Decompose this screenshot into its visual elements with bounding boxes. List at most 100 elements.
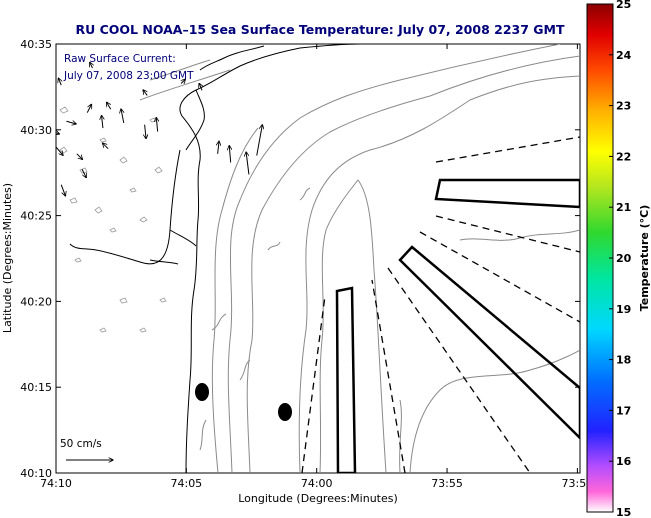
colorbar-tick-label: 15 [616, 506, 631, 518]
chart-title: RU COOL NOAA–15 Sea Surface Temperature:… [75, 22, 564, 37]
current-vector [39, 66, 43, 73]
current-vector [56, 130, 59, 134]
current-vector [12, 161, 20, 172]
plot-frame [55, 43, 581, 474]
contour-line [227, 44, 561, 473]
colorbar-tick-label: 17 [616, 404, 631, 417]
colorbar-tick-label: 20 [616, 252, 632, 265]
lane-polygon-southeast [398, 245, 580, 440]
lane-polygon-east [434, 178, 580, 209]
mooring-marker-1 [195, 383, 209, 401]
y-tick-label: 40:20 [20, 295, 52, 308]
current-vector [60, 184, 65, 196]
coastline-bay [149, 229, 197, 265]
current-vector [218, 141, 219, 154]
map-layer [0, 44, 580, 473]
current-vector [76, 153, 83, 160]
mooring-marker-2 [278, 403, 292, 421]
current-vector [156, 118, 157, 132]
dashed-line [435, 136, 580, 163]
y-tick-label: 40:10 [20, 467, 52, 480]
contour-line [246, 55, 580, 473]
current-vector [66, 121, 76, 124]
current-vector [103, 143, 109, 150]
contour-line [211, 127, 259, 473]
current-vector [199, 83, 202, 91]
x-tick-label: 74:10 [40, 477, 72, 490]
dashed-line [301, 295, 326, 473]
current-vector [229, 146, 230, 163]
colorbar-tick-label: 22 [616, 150, 631, 163]
lane-dashed-boundaries [301, 136, 580, 473]
current-vector [1, 70, 9, 77]
x-tick-label: 74:05 [170, 477, 202, 490]
x-tick-label: 74:00 [301, 477, 333, 490]
coastline-inner [69, 149, 181, 265]
scale-label: 50 cm/s [60, 438, 102, 450]
coastline [69, 44, 361, 473]
annotation-line-1: Raw Surface Current: [64, 53, 176, 65]
y-tick-label: 40:25 [20, 210, 52, 223]
current-vector [56, 146, 63, 155]
colorbar-tick-label: 24 [616, 49, 632, 62]
contour-line [298, 75, 580, 473]
current-vector [58, 78, 61, 86]
current-vector [246, 152, 250, 175]
current-vector [90, 62, 93, 69]
dashed-line [435, 215, 580, 253]
current-vector [102, 115, 103, 129]
current-vector [35, 157, 42, 167]
current-vector [8, 107, 19, 113]
contour-line [409, 349, 580, 473]
lane-polygon-south [335, 286, 357, 473]
dashed-line [419, 231, 580, 323]
current-vector [25, 171, 31, 179]
contour-line [199, 313, 251, 451]
x-axis: 74:1074:0574:0073:5573:5073:4573:4073:35… [40, 44, 593, 490]
current-vector [0, 87, 4, 91]
shipping-lanes [301, 136, 580, 473]
colorbar-tick-label: 16 [616, 455, 632, 468]
contour-line [139, 59, 231, 101]
x-tick-label: 73:55 [431, 477, 463, 490]
x-axis-label: Longitude (Degrees:Minutes) [238, 492, 398, 505]
dashed-line [387, 267, 531, 473]
colorbar-tick-label: 21 [616, 201, 631, 214]
current-vector [107, 102, 112, 110]
colorbar-tick-label: 18 [616, 354, 631, 367]
current-vectors [0, 56, 262, 196]
colorbar-tick-label: 19 [616, 303, 631, 316]
current-vector [43, 180, 49, 190]
current-vector [0, 137, 5, 143]
y-tick-label: 40:15 [20, 381, 52, 394]
colorbar-tick-label: 25 [616, 0, 631, 11]
contour-line [319, 179, 387, 473]
coastline-main [179, 44, 361, 473]
marker-group [195, 383, 292, 421]
y-tick-label: 40:35 [20, 38, 52, 51]
current-vector [19, 82, 25, 89]
contour-line [459, 229, 580, 241]
current-vector [81, 169, 86, 177]
current-vector [4, 58, 11, 65]
current-vector [14, 147, 27, 154]
current-vector [86, 104, 91, 113]
current-vector [121, 109, 124, 124]
y-axis: 40:10 40:15 40:20 40:25 40:30 40:35 [20, 38, 580, 480]
contour-line [399, 399, 402, 473]
bathymetry-contours [139, 44, 580, 473]
annotation-line-2: July 07, 2008 23:00 GMT [63, 70, 194, 82]
y-axis-label: Latitude (Degrees:Minutes) [1, 183, 14, 333]
coastline-north [199, 45, 265, 71]
dashed-line [371, 279, 406, 473]
current-vector [145, 124, 146, 139]
current-vector [143, 90, 147, 96]
contour-line [267, 187, 311, 251]
current-vector [1, 125, 9, 132]
coastline-inlet [185, 89, 205, 151]
colorbar-tick-label: 23 [616, 100, 631, 113]
current-vector [181, 79, 185, 83]
y-tick-label: 40:30 [20, 124, 52, 137]
colorbar-ticks: 15 16 17 18 19 20 21 22 23 24 25 [609, 0, 632, 518]
